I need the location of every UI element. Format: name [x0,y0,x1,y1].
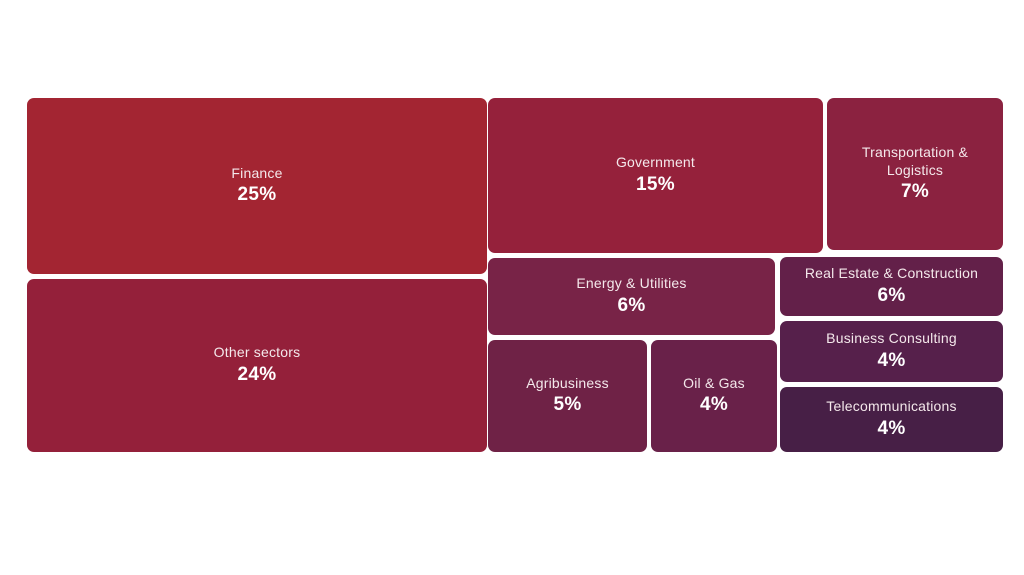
tile-value: 25% [237,184,277,206]
tile-value: 15% [636,173,675,195]
tile-value: 7% [900,181,930,203]
treemap-tile-agribusiness[interactable]: Agribusiness 5% [488,340,647,452]
tile-label: Transportation & Logistics [861,144,969,178]
tile-value: 24% [237,363,277,385]
treemap-tile-oil-gas[interactable]: Oil & Gas 4% [651,340,777,452]
treemap-tile-energy-utilities[interactable]: Energy & Utilities 6% [488,258,775,335]
tile-label: Finance [231,164,283,181]
tile-label: Telecommunications [826,398,957,415]
tile-label: Real Estate & Construction [804,265,979,282]
tile-label: Energy & Utilities [576,275,687,292]
tile-value: 4% [877,349,906,371]
treemap-tile-government[interactable]: Government 15% [488,98,823,253]
treemap-tile-other-sectors[interactable]: Other sectors 24% [27,279,487,452]
tile-value: 4% [877,417,906,439]
treemap-tile-transportation-logistics[interactable]: Transportation & Logistics 7% [827,98,1003,250]
treemap-tile-business-consulting[interactable]: Business Consulting 4% [780,321,1003,382]
tile-value: 5% [553,394,582,416]
tile-label: Business Consulting [826,330,957,347]
treemap-tile-finance[interactable]: Finance 25% [27,98,487,274]
tile-value: 4% [699,394,729,416]
tile-label: Agribusiness [526,374,609,391]
tile-label: Oil & Gas [683,374,745,391]
treemap-tile-real-estate-construction[interactable]: Real Estate & Construction 6% [780,257,1003,316]
tile-label: Government [615,154,696,171]
tile-value: 6% [617,294,646,316]
tile-value: 6% [877,284,906,306]
treemap-tile-telecommunications[interactable]: Telecommunications 4% [780,387,1003,452]
tile-label: Other sectors [213,344,301,361]
